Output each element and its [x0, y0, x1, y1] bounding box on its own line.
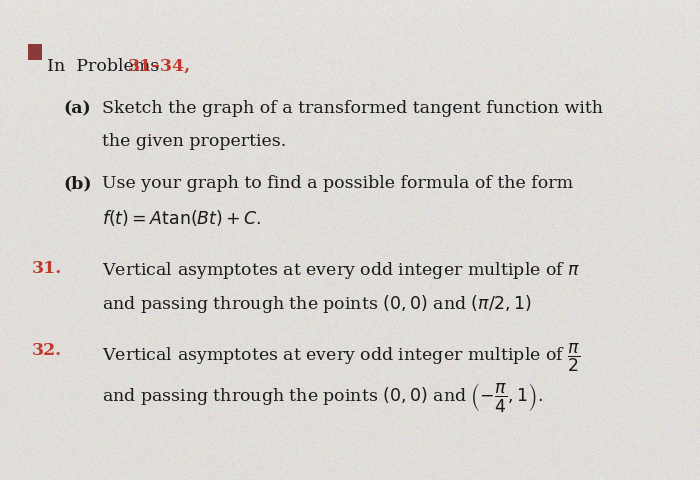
Text: Vertical asymptotes at every odd integer multiple of $\dfrac{\pi}{2}$: Vertical asymptotes at every odd integer…	[102, 342, 580, 374]
Text: (b): (b)	[63, 175, 92, 192]
Text: Vertical asymptotes at every odd integer multiple of $\pi$: Vertical asymptotes at every odd integer…	[102, 260, 580, 281]
Text: (a): (a)	[63, 100, 90, 117]
Text: 32.: 32.	[32, 342, 62, 359]
FancyBboxPatch shape	[28, 44, 42, 60]
Text: $f(t) = A\tan(Bt) + C.$: $f(t) = A\tan(Bt) + C.$	[102, 208, 261, 228]
Text: 31–34,: 31–34,	[127, 58, 190, 74]
Text: Sketch the graph of a transformed tangent function with: Sketch the graph of a transformed tangen…	[102, 100, 603, 117]
Text: Use your graph to find a possible formula of the form: Use your graph to find a possible formul…	[102, 175, 573, 192]
Text: In  Problems: In Problems	[47, 58, 164, 74]
Text: and passing through the points $(0, 0)$ and $(\pi/2, 1)$: and passing through the points $(0, 0)$ …	[102, 293, 531, 314]
Text: 31.: 31.	[32, 260, 62, 277]
Text: the given properties.: the given properties.	[102, 132, 286, 150]
Text: and passing through the points $(0, 0)$ and $\left(-\dfrac{\pi}{4}, 1\right).$: and passing through the points $(0, 0)$ …	[102, 381, 542, 414]
